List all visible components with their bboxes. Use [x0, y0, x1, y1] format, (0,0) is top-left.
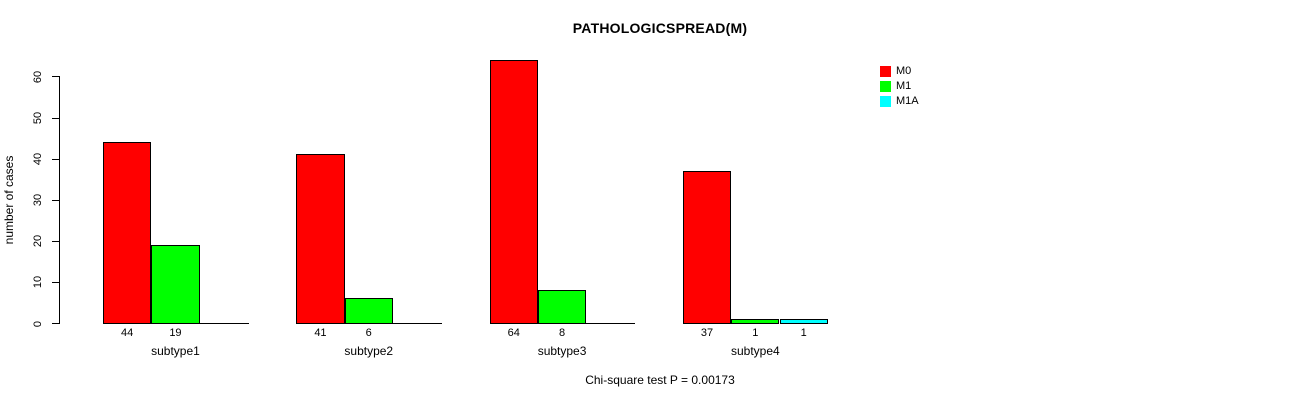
y-axis-tick-label: 20: [32, 235, 44, 248]
bar-value-label: 8: [558, 327, 566, 339]
category-label-subtype3: subtype3: [537, 344, 587, 358]
y-axis-line: [59, 76, 60, 324]
category-label-subtype4: subtype4: [730, 344, 780, 358]
bar-value-label: 41: [314, 327, 327, 339]
bar-M1A-subtype1: [199, 323, 249, 324]
bar-value-label: 37: [700, 327, 714, 339]
bar-M1-subtype1: [151, 244, 200, 324]
y-axis-tick: [52, 240, 59, 242]
y-axis-tick-label: 0: [32, 320, 44, 327]
legend-entry-M1: M1: [880, 79, 919, 94]
bar-M1A-subtype3: [586, 323, 636, 324]
legend-swatch-M0: [880, 66, 891, 77]
legend-swatch-M1A: [880, 96, 891, 107]
bar-value-label: 19: [169, 327, 182, 339]
bar-M1-subtype3: [537, 290, 587, 324]
y-axis-tick-label: 50: [32, 111, 44, 125]
legend-label: M1A: [896, 95, 919, 107]
y-axis-tick: [52, 199, 59, 201]
bar-M1-subtype2: [344, 298, 393, 324]
y-axis-tick: [52, 281, 59, 283]
bar-value-label: 64: [507, 327, 520, 339]
category-label-subtype1: subtype1: [151, 344, 200, 358]
y-axis-tick-label: 10: [32, 276, 44, 289]
bar-M0-subtype4: [682, 170, 732, 324]
bar-value-label: 44: [121, 327, 134, 339]
legend-swatch-M1: [880, 81, 891, 92]
y-axis-label: number of cases: [2, 155, 16, 245]
y-axis-tick-label: 30: [32, 194, 44, 207]
y-axis-tick-label: 60: [32, 70, 44, 84]
legend-entry-M1A: M1A: [880, 94, 919, 109]
bar-M0-subtype1: [103, 142, 152, 324]
legend: M0 M1 M1A: [880, 64, 919, 109]
chart-title: PATHOLOGICSPREAD(M): [572, 20, 748, 36]
bar-value-label: 1: [800, 327, 807, 339]
legend-label: M0: [896, 65, 912, 77]
bar-value-label: 1: [752, 327, 759, 339]
y-axis-tick: [52, 117, 59, 119]
bar-M1A-subtype4: [779, 318, 828, 324]
bar-M1A-subtype2: [392, 323, 443, 324]
bar-M0-subtype3: [489, 59, 538, 324]
y-axis-tick: [52, 323, 59, 324]
bar-value-label: 6: [365, 327, 372, 339]
category-label-subtype2: subtype2: [344, 344, 394, 358]
legend-label: M1: [896, 80, 912, 92]
bar-M0-subtype2: [296, 154, 345, 324]
y-axis-tick: [52, 158, 59, 160]
y-axis-tick: [52, 76, 59, 78]
chi-square-annotation: Chi-square test P = 0.00173: [585, 373, 735, 387]
legend-entry-M0: M0: [880, 64, 919, 79]
bar-M1-subtype4: [731, 318, 780, 324]
y-axis-tick-label: 40: [32, 152, 44, 166]
